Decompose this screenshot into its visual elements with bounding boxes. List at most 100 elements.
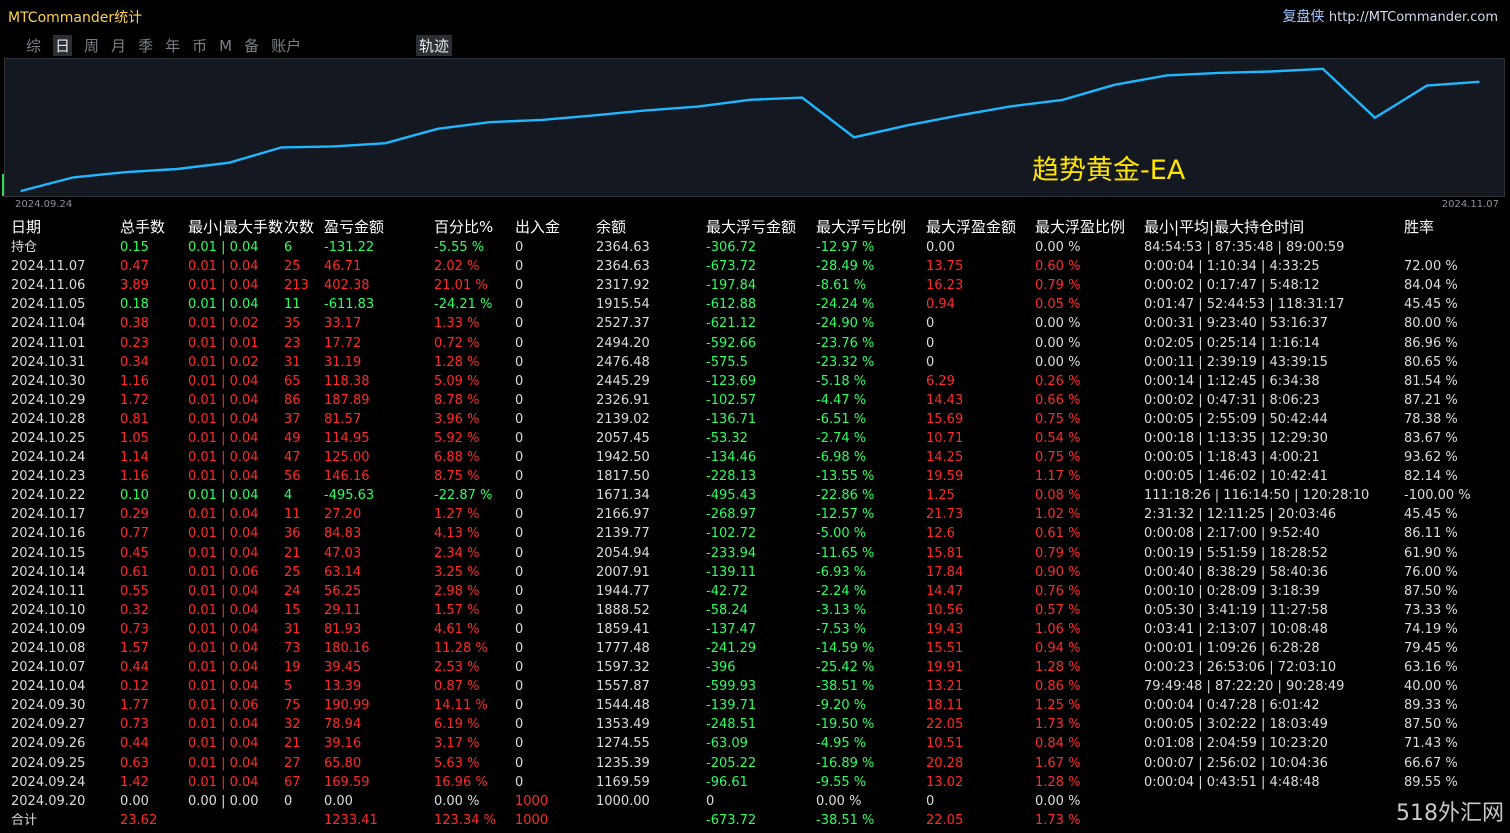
table-cell: 1233.41	[324, 812, 378, 828]
tab-8[interactable]: 备	[244, 37, 260, 55]
table-cell: 190.99	[324, 698, 370, 714]
brand[interactable]: 复盘侠 http://MTCommander.com	[1282, 6, 1498, 26]
tab-track[interactable]: 轨迹	[416, 35, 453, 56]
table-row[interactable]: 2024.09.30 1.77 0.01 | 0.06 75 190.99 14.11 %…	[0, 696, 1510, 715]
tab-1[interactable]: 日	[53, 35, 73, 56]
table-row[interactable]: 2024.10.15 0.45 0.01 | 0.04 21 47.03 2.34 % 0 2…	[0, 544, 1510, 563]
table-cell: 86.96 %	[1404, 335, 1458, 351]
table-cell: 0	[515, 774, 524, 790]
table-cell: 0.00 %	[1035, 793, 1081, 809]
table-row[interactable]: 合计 23.62 1233.41 123.34 % 1000 -673.72 -38.51 …	[0, 811, 1510, 830]
tab-2[interactable]: 周	[84, 37, 100, 55]
tab-9[interactable]: 账户	[271, 37, 302, 55]
table-cell: 3.96 %	[434, 411, 480, 427]
table-row[interactable]: 2024.10.28 0.81 0.01 | 0.04 37 81.57 3.96 % 0 2…	[0, 410, 1510, 429]
column-header: 总手数	[120, 217, 166, 236]
tab-6[interactable]: 币	[192, 37, 208, 55]
table-cell: 合计	[11, 812, 38, 828]
table-row[interactable]: 2024.10.09 0.73 0.01 | 0.04 31 81.93 4.61 % 0 1…	[0, 620, 1510, 639]
table-row[interactable]: 2024.11.04 0.38 0.01 | 0.02 35 33.17 1.33 % 0 2…	[0, 314, 1510, 333]
table-cell: -3.13 %	[816, 602, 867, 618]
table-cell: 36	[284, 526, 301, 542]
table-cell: 0	[515, 354, 524, 370]
table-body: 持仓 0.15 0.01 | 0.04 6 -131.22 -5.55 % 0 2364.63…	[0, 238, 1510, 830]
table-cell: 0.94	[926, 297, 955, 313]
table-cell: 0.01 | 0.06	[188, 564, 259, 580]
table-row[interactable]: 2024.10.07 0.44 0.01 | 0.04 19 39.45 2.53 % 0 1…	[0, 658, 1510, 677]
table-cell: 0.01 | 0.04	[188, 717, 259, 733]
equity-point	[540, 119, 543, 121]
table-cell: 0:00:10 | 0:28:09 | 3:18:39	[1144, 583, 1320, 599]
equity-point	[436, 128, 439, 130]
table-row[interactable]: 2024.10.25 1.05 0.01 | 0.04 49 114.95 5.92 % 0…	[0, 429, 1510, 448]
table-row[interactable]: 2024.10.29 1.72 0.01 | 0.04 86 187.89 8.78 % 0…	[0, 391, 1510, 410]
table-cell: 23.62	[120, 812, 158, 828]
table-cell: -495.43	[706, 488, 757, 504]
table-cell: 31.19	[324, 354, 362, 370]
table-row[interactable]: 2024.10.30 1.16 0.01 | 0.04 65 118.38 5.09 % 0…	[0, 372, 1510, 391]
table-row[interactable]: 2024.11.01 0.23 0.01 | 0.01 23 17.72 0.72 % 0 2…	[0, 333, 1510, 352]
table-row[interactable]: 2024.10.16 0.77 0.01 | 0.04 36 84.83 4.13 % 0 2…	[0, 524, 1510, 543]
tab-0[interactable]: 综	[26, 37, 42, 55]
table-cell: -396	[706, 660, 736, 676]
table-cell: 1671.34	[596, 488, 650, 504]
table-cell: 2024.10.29	[11, 392, 86, 408]
table-cell: 8.75 %	[434, 469, 480, 485]
equity-point	[1113, 84, 1116, 86]
table-row[interactable]: 2024.11.07 0.47 0.01 | 0.04 25 46.71 2.02 % 0 2…	[0, 257, 1510, 276]
table-row[interactable]: 2024.09.25 0.63 0.01 | 0.04 27 65.80 5.63 % 0 1…	[0, 754, 1510, 773]
table-row[interactable]: 2024.10.11 0.55 0.01 | 0.04 24 56.25 2.98 % 0 1…	[0, 582, 1510, 601]
table-cell: 0.01 | 0.04	[188, 240, 259, 256]
table-row[interactable]: 2024.11.06 3.89 0.01 | 0.04 213 402.38 21.01 …	[0, 276, 1510, 295]
table-row[interactable]: 2024.10.22 0.10 0.01 | 0.04 4 -495.63 -22.87 …	[0, 486, 1510, 505]
equity-chart-svg	[20, 67, 1480, 193]
equity-point	[749, 99, 751, 101]
table-row[interactable]: 2024.11.05 0.18 0.01 | 0.04 11 -611.83 -24.21…	[0, 295, 1510, 314]
tab-4[interactable]: 季	[138, 37, 154, 55]
table-cell: 3.25 %	[434, 564, 480, 580]
table-cell: 15.81	[926, 545, 964, 561]
table-row[interactable]: 2024.10.17 0.29 0.01 | 0.04 11 27.20 1.27 % 0 2…	[0, 505, 1510, 524]
table-cell: 0.18	[120, 297, 149, 313]
table-cell: 2024.09.26	[11, 736, 86, 752]
table-row[interactable]: 持仓 0.15 0.01 | 0.04 6 -131.22 -5.55 % 0 2364.63…	[0, 238, 1510, 257]
column-header: 最大浮亏比例	[816, 217, 907, 236]
table-cell: 0	[706, 793, 715, 809]
brand-url[interactable]: http://MTCommander.com	[1328, 10, 1498, 25]
table-cell: 0.01 | 0.04	[188, 679, 259, 695]
table-cell: -14.59 %	[816, 641, 875, 657]
table-row[interactable]: 2024.09.27 0.73 0.01 | 0.04 32 78.94 6.19 % 0 1…	[0, 715, 1510, 734]
table-cell: -24.24 %	[816, 297, 875, 313]
table-cell: 78.94	[324, 717, 362, 733]
table-cell: 1944.77	[596, 583, 650, 599]
table-row[interactable]: 2024.10.24 1.14 0.01 | 0.04 47 125.00 6.88 % 0…	[0, 448, 1510, 467]
table-cell: 2326.91	[596, 392, 650, 408]
table-cell: 39.16	[324, 736, 362, 752]
tab-7[interactable]: M	[219, 37, 233, 55]
table-row[interactable]: 2024.10.10 0.32 0.01 | 0.04 15 29.11 1.57 % 0 1…	[0, 601, 1510, 620]
table-cell: 56.25	[324, 583, 362, 599]
table-cell: 2166.97	[596, 507, 650, 523]
tab-5[interactable]: 年	[165, 37, 181, 55]
table-cell: 83.67 %	[1404, 430, 1458, 446]
table-cell: 0.84 %	[1035, 736, 1081, 752]
table-cell: 21.01 %	[434, 278, 488, 294]
table-row[interactable]: 2024.09.20 0.00 0.00 | 0.00 0 0.00 0.00 % 1000…	[0, 792, 1510, 811]
table-cell: 2024.10.28	[11, 411, 86, 427]
equity-point	[332, 145, 335, 148]
equity-point	[905, 124, 907, 127]
table-cell: -8.61 %	[816, 278, 867, 294]
table-row[interactable]: 2024.09.26 0.44 0.01 | 0.04 21 39.16 3.17 % 0 1…	[0, 734, 1510, 753]
table-row[interactable]: 2024.10.23 1.16 0.01 | 0.04 56 146.16 8.75 % 0…	[0, 467, 1510, 486]
table-row[interactable]: 2024.10.31 0.34 0.01 | 0.02 31 31.19 1.28 % 0 2…	[0, 353, 1510, 372]
table-row[interactable]: 2024.10.14 0.61 0.01 | 0.06 25 63.14 3.25 % 0 2…	[0, 563, 1510, 582]
table-cell: 14.25	[926, 450, 964, 466]
table-cell	[188, 811, 284, 830]
table-row[interactable]: 2024.09.24 1.42 0.01 | 0.04 67 169.59 16.96 %…	[0, 773, 1510, 792]
table-cell: 0.79 %	[1035, 545, 1081, 561]
tab-3[interactable]: 月	[111, 37, 127, 55]
table-cell: 1.14	[120, 450, 149, 466]
table-cell: 0.61	[120, 564, 149, 580]
table-row[interactable]: 2024.10.08 1.57 0.01 | 0.04 73 180.16 11.28 %…	[0, 639, 1510, 658]
table-row[interactable]: 2024.10.04 0.12 0.01 | 0.04 5 13.39 0.87 % 0 15…	[0, 677, 1510, 696]
